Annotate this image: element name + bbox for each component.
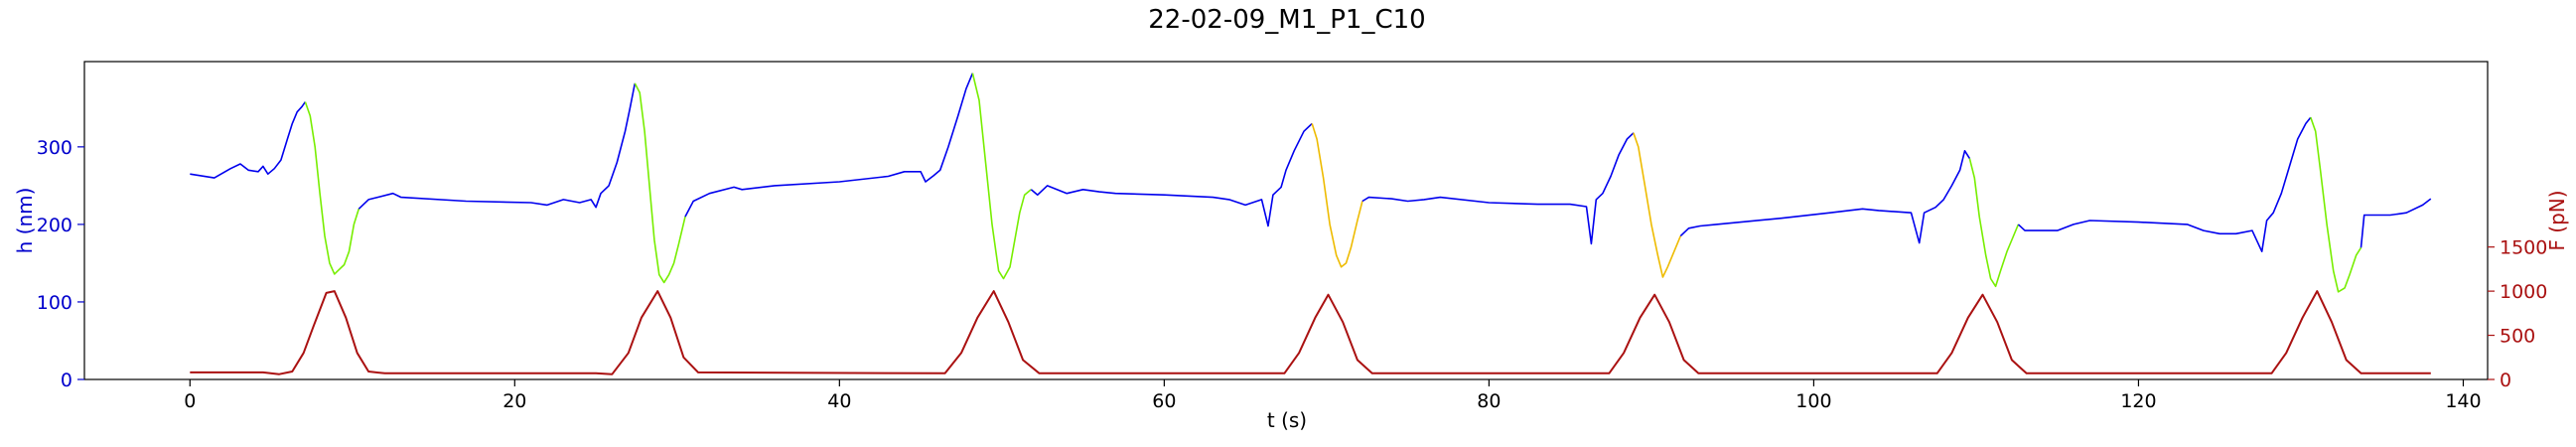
height-series-segment-6 bbox=[971, 73, 1032, 280]
height-series-segment-9 bbox=[1361, 132, 1635, 245]
x-tick-label: 0 bbox=[184, 390, 196, 412]
plot-area bbox=[190, 73, 2432, 375]
x-axis-label: t (s) bbox=[1267, 408, 1307, 432]
y-right-tick-label: 1000 bbox=[2500, 281, 2547, 303]
height-series-segment-3 bbox=[358, 82, 637, 210]
y-left-tick-label: 100 bbox=[37, 292, 72, 314]
y-axis-left: 0 100 200 300 bbox=[37, 137, 84, 391]
height-series-segment-1 bbox=[190, 101, 307, 179]
height-series-segment-2 bbox=[304, 101, 360, 275]
height-series-segment-14 bbox=[2310, 116, 2362, 293]
force-series-line bbox=[190, 290, 2431, 375]
height-series-segment-11 bbox=[1679, 150, 1971, 244]
x-tick-label: 140 bbox=[2445, 390, 2481, 412]
y-axis-right: 0 500 1000 1500 bbox=[2488, 237, 2547, 391]
x-axis: 0 20 40 60 80 100 120 140 bbox=[184, 379, 2482, 412]
y-right-tick-label: 1500 bbox=[2500, 237, 2547, 259]
height-series-segment-7 bbox=[1030, 122, 1313, 227]
y-right-tick-label: 500 bbox=[2500, 326, 2535, 348]
height-series-segment-5 bbox=[684, 73, 974, 218]
height-series-segment-8 bbox=[1311, 123, 1363, 268]
x-tick-label: 60 bbox=[1152, 390, 1176, 412]
chart-title: 22-02-09_M1_P1_C10 bbox=[1148, 5, 1425, 35]
y-left-tick-label: 300 bbox=[37, 137, 72, 159]
x-tick-label: 100 bbox=[1795, 390, 1831, 412]
x-tick-label: 20 bbox=[502, 390, 526, 412]
x-tick-label: 120 bbox=[2120, 390, 2156, 412]
height-series-segment-10 bbox=[1633, 132, 1682, 278]
x-tick-label: 80 bbox=[1477, 390, 1501, 412]
height-series-segment-12 bbox=[1968, 158, 2020, 288]
y-left-tick-label: 0 bbox=[61, 370, 72, 391]
y-axis-left-label: h (nm) bbox=[13, 188, 37, 254]
height-series-segment-13 bbox=[2017, 116, 2312, 252]
y-left-tick-label: 200 bbox=[37, 215, 72, 236]
plot-frame bbox=[83, 61, 2489, 380]
x-tick-label: 40 bbox=[827, 390, 851, 412]
height-series-segment-4 bbox=[634, 82, 686, 284]
y-axis-right-label: F (pN) bbox=[2545, 190, 2569, 250]
y-right-tick-label: 0 bbox=[2500, 370, 2511, 391]
height-series-segment-15 bbox=[2360, 198, 2432, 248]
